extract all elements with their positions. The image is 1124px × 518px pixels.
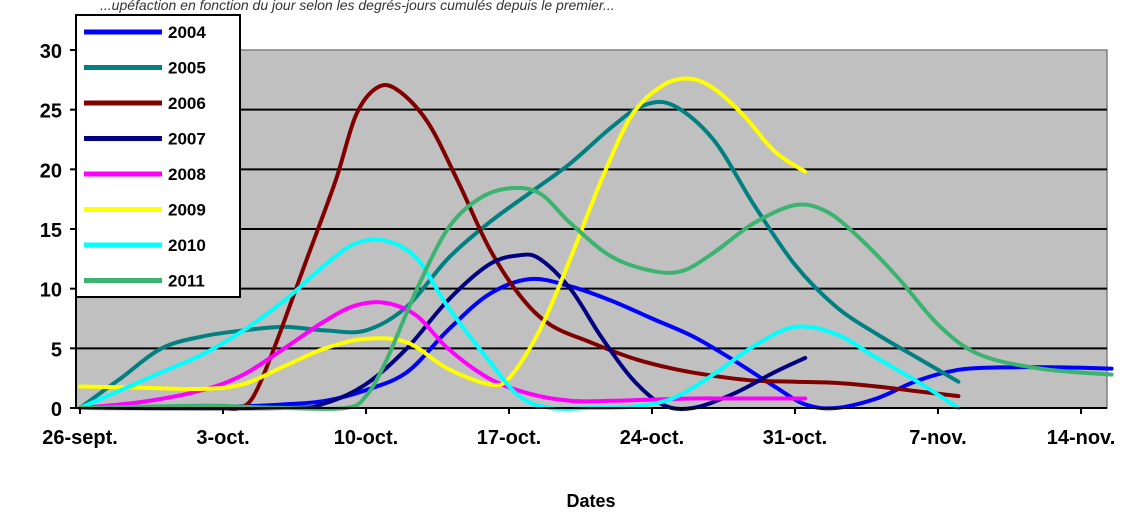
y-tick-label: 25 xyxy=(40,101,62,123)
y-tick-label: 30 xyxy=(40,41,62,63)
legend-label-2011: 2011 xyxy=(168,272,205,291)
legend-label-2005: 2005 xyxy=(168,59,206,78)
y-tick-label: 10 xyxy=(40,280,62,302)
x-tick-label: 10-oct. xyxy=(334,427,398,449)
x-tick-label: 31-oct. xyxy=(763,427,827,449)
x-axis-title: Dates xyxy=(566,491,615,511)
series-2005-line xyxy=(78,99,961,410)
x-tick-label: 7-nov. xyxy=(909,427,966,449)
x-tick-label: 14-nov. xyxy=(1047,427,1116,449)
series-2008-line xyxy=(78,300,808,410)
series-2006-line xyxy=(221,83,961,411)
series-2010-line xyxy=(78,237,961,411)
x-tick-label: 17-oct. xyxy=(477,427,541,449)
chart-caption: ...upéfaction en fonction du jour selon … xyxy=(100,0,615,13)
y-tick-label: 15 xyxy=(40,220,62,242)
legend-box xyxy=(75,14,241,298)
series-2009-line xyxy=(78,76,808,392)
x-tick-label: 24-oct. xyxy=(620,427,684,449)
legend-label-2009: 2009 xyxy=(168,201,206,220)
y-tick-label: 0 xyxy=(51,399,62,421)
legend-label-2010: 2010 xyxy=(168,236,206,255)
legend: 2004 2005 2006 2007 2008 2009 2010 2011 xyxy=(75,14,241,298)
legend-label-2006: 2006 xyxy=(168,94,206,113)
gridlines xyxy=(76,108,1107,350)
legend-label-2007: 2007 xyxy=(168,130,206,149)
legend-label-2008: 2008 xyxy=(168,165,206,184)
legend-label-2004: 2004 xyxy=(168,23,206,42)
y-tick-label: 5 xyxy=(51,339,62,361)
x-tick-label: 26-sept. xyxy=(42,427,118,449)
y-tick-label: 20 xyxy=(40,160,62,182)
x-tick-label: 3-oct. xyxy=(196,427,249,449)
